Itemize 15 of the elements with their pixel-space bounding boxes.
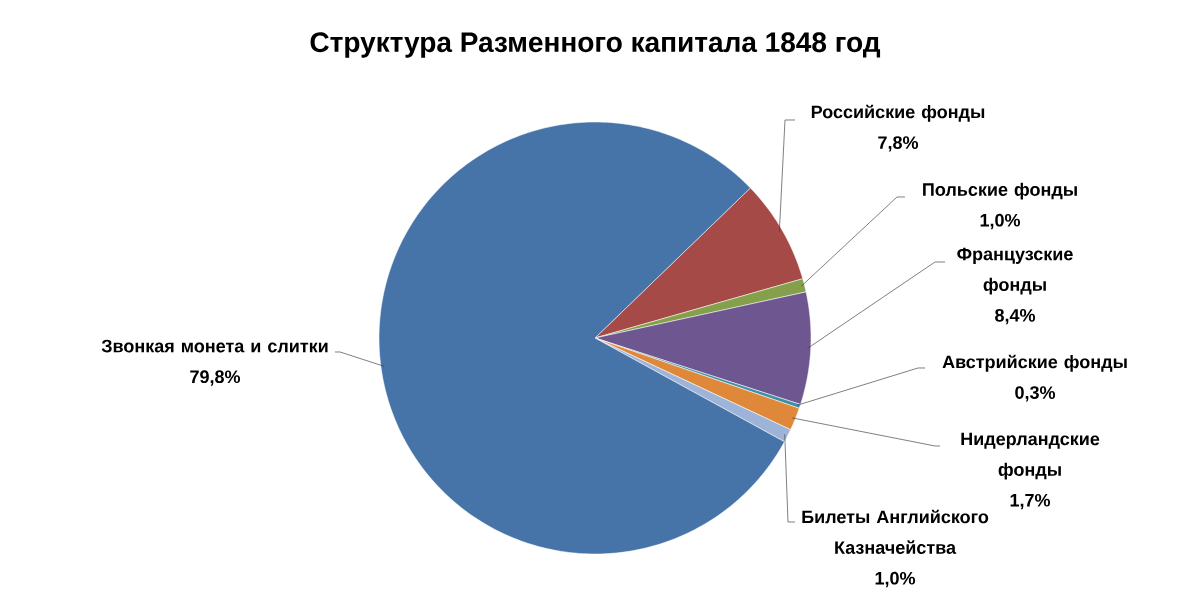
slice-label: Польские фонды bbox=[923, 182, 1077, 200]
data-label: 7,8% bbox=[878, 136, 919, 152]
data-label: 1,7% bbox=[1010, 493, 1051, 510]
slice-label: Звонкая монета и слитки bbox=[101, 339, 328, 353]
slice-label: Французские фонды bbox=[957, 247, 1073, 295]
slice-label: Австрийские фонды bbox=[942, 354, 1127, 372]
slice-label: Билеты Английского Казначейства bbox=[802, 509, 989, 554]
slice-label: Российские фонды bbox=[811, 104, 985, 122]
data-label: 1,0% bbox=[980, 213, 1021, 230]
chart-title: Структура Разменного капитала 1848 год bbox=[310, 32, 881, 58]
data-label: 79,8% bbox=[190, 370, 241, 386]
data-label: 8,4% bbox=[995, 308, 1036, 325]
data-label: 0,3% bbox=[1015, 386, 1056, 402]
slice-label: Нидерландские фонды bbox=[961, 432, 1100, 480]
data-label: 1,0% bbox=[875, 571, 916, 588]
